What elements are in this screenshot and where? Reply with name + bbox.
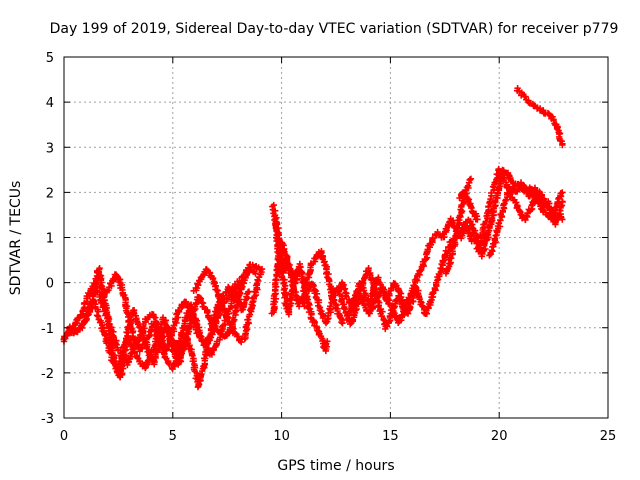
y-tick-labels: -3 -2 -1 0 1 2 3 4 5 (41, 51, 54, 427)
y-tick-label: 1 (46, 232, 54, 247)
y-tick-label: -3 (41, 412, 54, 427)
x-tick-label: 25 (600, 429, 617, 444)
data-point-trace (486, 188, 566, 259)
data-point-trace (514, 85, 566, 149)
y-tick-label: 5 (46, 51, 54, 66)
grid-lines (64, 57, 608, 418)
axis-ticks (63, 56, 609, 419)
data-point-trace (473, 165, 566, 255)
data-point-trace (190, 265, 266, 346)
data-point-trace (343, 215, 477, 326)
data-point-trace (99, 271, 253, 391)
y-tick-label: 4 (46, 96, 54, 111)
chart-title: Day 199 of 2019, Sidereal Day-to-day VTE… (50, 21, 619, 37)
x-axis-label: GPS time / hours (277, 458, 394, 474)
x-tick-labels: 0 5 10 15 20 25 (60, 429, 616, 444)
x-tick-label: 20 (491, 429, 508, 444)
x-tick-label: 10 (273, 429, 290, 444)
data-point-trace (271, 216, 303, 318)
data-point-trace (456, 189, 481, 223)
x-tick-label: 5 (169, 429, 177, 444)
x-tick-label: 15 (382, 429, 399, 444)
y-tick-label: 0 (46, 277, 54, 292)
data-points (60, 85, 566, 391)
y-tick-label: -1 (41, 322, 54, 337)
y-tick-label: 2 (46, 186, 54, 201)
y-axis-label: SDTVAR / TECUs (8, 181, 24, 296)
x-tick-label: 0 (60, 429, 68, 444)
y-tick-label: 3 (46, 141, 54, 156)
y-tick-label: -2 (41, 367, 54, 382)
